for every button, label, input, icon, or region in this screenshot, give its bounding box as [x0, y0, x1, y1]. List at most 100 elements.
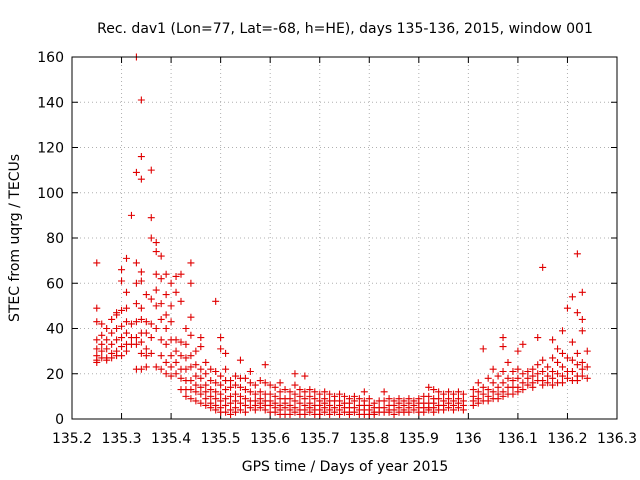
data-point: [420, 408, 428, 416]
data-point: [167, 318, 175, 326]
data-point: [350, 397, 358, 405]
x-tick-label: 135.4: [151, 431, 191, 447]
data-point: [539, 367, 547, 375]
data-point: [157, 365, 165, 373]
data-point: [98, 320, 106, 328]
data-point: [212, 388, 220, 396]
x-tick-label: 135.3: [101, 431, 141, 447]
data-point: [103, 325, 111, 332]
data-point: [108, 340, 116, 348]
y-tick-label: 20: [46, 367, 64, 383]
y-tick-label: 40: [46, 322, 64, 338]
data-point: [291, 408, 299, 416]
data-point: [222, 395, 230, 403]
data-point: [147, 234, 155, 242]
data-point: [514, 347, 522, 355]
data-point: [559, 363, 566, 371]
data-point: [539, 263, 547, 271]
data-point: [167, 302, 175, 310]
data-point: [157, 336, 165, 344]
chart-title: Rec. dav1 (Lon=77, Lat=-68, h=HE), days …: [97, 21, 593, 37]
data-point: [202, 370, 210, 378]
data-point: [345, 410, 353, 418]
data-point: [326, 390, 334, 398]
data-point: [232, 372, 239, 380]
data-point: [425, 383, 433, 391]
data-point: [123, 254, 130, 262]
data-point: [251, 390, 259, 398]
data-point: [202, 388, 210, 396]
data-point: [177, 352, 185, 360]
data-point: [108, 329, 116, 337]
data-point: [380, 397, 388, 405]
data-point: [316, 410, 324, 418]
data-point: [489, 365, 497, 373]
data-point: [291, 390, 299, 398]
data-point: [256, 388, 264, 396]
data-point: [187, 259, 195, 267]
data-point: [217, 372, 225, 380]
data-point: [499, 392, 507, 400]
data-point: [137, 277, 145, 285]
data-point: [578, 315, 586, 323]
data-point: [137, 338, 145, 346]
data-point: [182, 340, 190, 348]
data-point: [103, 356, 111, 364]
data-point: [573, 309, 581, 317]
data-point: [217, 381, 225, 389]
data-point: [549, 336, 557, 344]
data-point: [98, 347, 106, 355]
data-point: [326, 410, 334, 418]
data-point: [286, 388, 294, 396]
data-point: [227, 399, 235, 407]
data-point: [157, 300, 165, 308]
data-point: [474, 388, 482, 396]
data-point: [559, 379, 566, 387]
data-point: [306, 386, 314, 394]
data-point: [177, 374, 185, 382]
data-point: [499, 367, 507, 375]
data-point: [172, 358, 180, 366]
y-tick-label: 160: [37, 50, 64, 66]
data-point: [360, 388, 368, 396]
x-axis-label: GPS time / Days of year 2015: [242, 459, 449, 475]
data-point: [197, 343, 205, 351]
x-tick-label: 136.2: [547, 431, 587, 447]
data-point: [227, 392, 235, 400]
data-point: [93, 336, 101, 344]
data-point: [147, 295, 155, 303]
data-point: [142, 352, 150, 360]
data-point: [519, 370, 527, 378]
data-point: [212, 395, 220, 403]
data-point: [489, 388, 497, 396]
data-point: [563, 374, 571, 382]
data-point: [316, 390, 324, 398]
data-point: [137, 349, 145, 357]
data-point: [544, 372, 552, 380]
data-point: [559, 372, 566, 380]
data-point: [197, 334, 205, 342]
data-point: [445, 388, 453, 396]
data-point: [494, 372, 502, 380]
data-point: [197, 399, 205, 407]
data-point: [281, 404, 289, 412]
data-point: [301, 395, 309, 403]
data-point: [524, 367, 532, 375]
data-point: [499, 343, 507, 351]
data-point: [172, 288, 180, 296]
data-point: [578, 327, 586, 335]
data-point: [142, 363, 150, 371]
data-point: [509, 367, 517, 375]
data-point: [306, 408, 314, 416]
data-point: [217, 397, 225, 405]
data-point: [271, 392, 279, 400]
data-point: [147, 214, 155, 222]
data-point: [559, 327, 566, 335]
data-point: [142, 345, 150, 353]
data-point: [93, 318, 101, 326]
data-points: [93, 53, 591, 418]
data-point: [93, 358, 101, 366]
data-point: [489, 379, 497, 387]
data-point: [469, 401, 477, 409]
data-point: [236, 406, 244, 414]
